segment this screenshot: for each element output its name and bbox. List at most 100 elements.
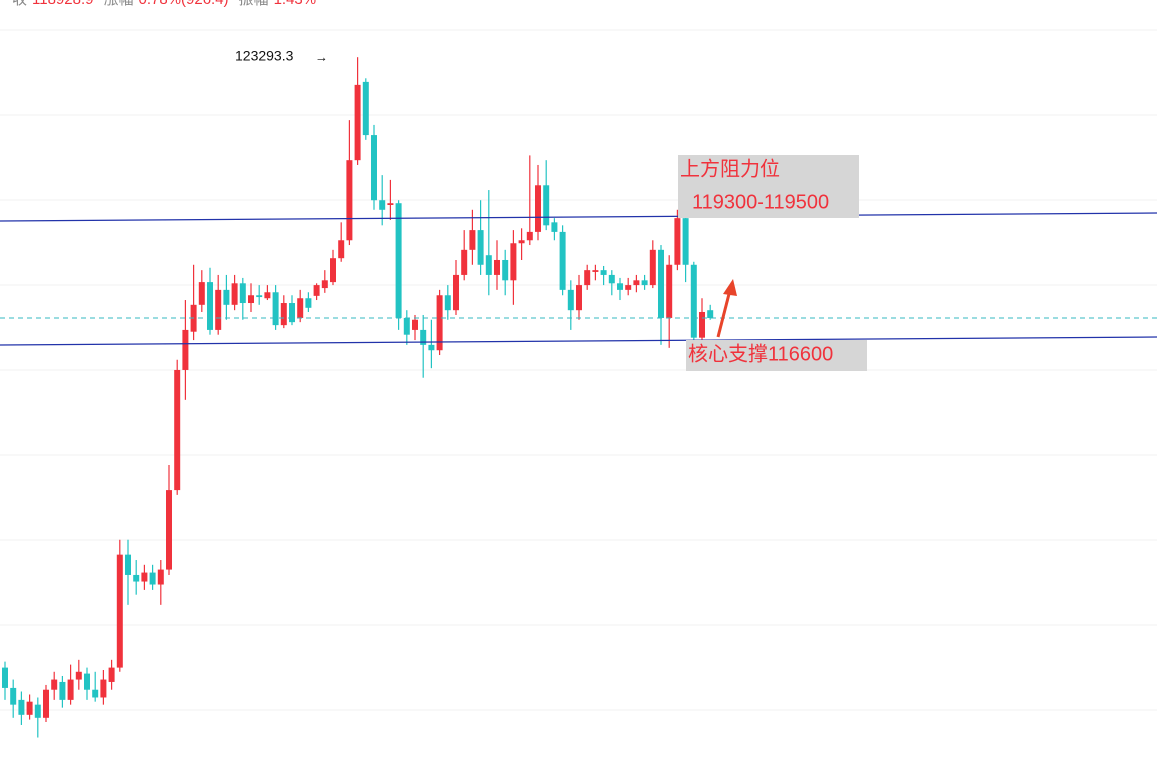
candle-body: [338, 240, 345, 259]
candle-body: [592, 270, 599, 272]
candle-body: [567, 289, 574, 311]
candle-body: [453, 274, 459, 311]
candle-body: [313, 285, 320, 296]
candle-body: [43, 689, 49, 718]
candle-body: [2, 667, 8, 688]
candle-body: [26, 701, 33, 715]
annotation: 核心支撑116600: [688, 342, 833, 365]
annotation: 上方阻力位: [680, 157, 780, 180]
candle-body: [649, 249, 656, 286]
candle-body: [239, 283, 246, 304]
candle-body: [510, 243, 517, 281]
candle-body: [182, 329, 189, 370]
candle-body: [477, 230, 484, 265]
candle-body: [346, 160, 353, 241]
candle-body: [157, 569, 164, 585]
candle-body: [100, 679, 107, 698]
candle-body: [469, 230, 476, 250]
candle-body: [116, 554, 123, 668]
candle-body: [51, 679, 58, 690]
candle-body: [125, 554, 131, 575]
candle-body: [297, 298, 304, 318]
stat-value: 1.43%: [274, 0, 317, 8]
annotation-box: [686, 340, 867, 371]
candle-body: [248, 295, 254, 304]
stat-label: 涨幅: [103, 0, 133, 8]
candle-body: [10, 687, 17, 705]
grid: [0, 29, 1157, 711]
candle-body: [215, 289, 222, 330]
candle-body: [280, 303, 287, 326]
candle-body: [633, 280, 640, 286]
candle-body: [543, 185, 550, 226]
candle-body: [674, 218, 681, 265]
candle-body: [428, 344, 435, 351]
candle-body: [666, 264, 673, 318]
candle-body: [584, 270, 591, 286]
candle-body: [272, 292, 279, 326]
candle-body: [59, 681, 66, 700]
candle-body: [403, 317, 410, 335]
candle-body: [641, 280, 648, 286]
candle-body: [305, 298, 312, 308]
candle-body: [379, 200, 386, 210]
candle-body: [576, 285, 582, 311]
candle-body: [362, 81, 369, 136]
candle-body: [92, 689, 99, 698]
header-text: 收 118928.9 涨幅 0.78%(926.4) 振幅 1.43%: [12, 0, 316, 8]
candle-body: [526, 231, 533, 241]
candle-body: [256, 295, 263, 298]
candle-body: [166, 490, 172, 570]
annotation-box: [678, 155, 859, 218]
candle-body: [707, 310, 714, 319]
candle-body: [264, 292, 271, 299]
candle-body: [141, 572, 148, 582]
candle-body: [682, 218, 689, 265]
candle-body: [371, 135, 377, 201]
candle-body: [608, 274, 615, 284]
candle-body: [34, 704, 41, 718]
candle-body: [559, 231, 566, 290]
candle-body: [321, 280, 328, 289]
candle-body: [149, 572, 156, 585]
candle-body: [231, 283, 238, 305]
candle-body: [625, 285, 632, 290]
candle-body: [330, 258, 336, 283]
candle-body: [551, 222, 558, 232]
header-stats: 收 118928.9 涨幅 0.78%(926.4) 振幅 1.43%: [12, 0, 316, 8]
candle-body: [658, 249, 664, 318]
candle-body: [494, 259, 500, 275]
support-line: [0, 336, 1157, 346]
arrow: [716, 279, 737, 338]
candle-body: [75, 671, 82, 680]
candle-body: [699, 311, 705, 338]
arrow-shaft: [716, 289, 732, 338]
candle-body: [67, 679, 74, 700]
candle-body: [198, 282, 205, 305]
candle-body: [387, 203, 394, 206]
candle-body: [223, 289, 230, 305]
candle-body: [535, 185, 541, 232]
candle-body: [436, 295, 443, 351]
candle-body: [617, 283, 623, 290]
candle-body: [502, 259, 509, 281]
candle-body: [174, 369, 181, 491]
stat-label: 振幅: [239, 0, 269, 8]
high-arrow: →: [315, 49, 328, 64]
candles: [0, 57, 1157, 738]
high-label: 123293.3: [235, 48, 294, 64]
candle-body: [461, 249, 468, 275]
candle-body: [18, 699, 25, 715]
candle-body: [420, 329, 427, 345]
candle-body: [485, 255, 492, 275]
annotation: 119300-119500: [692, 191, 829, 213]
candle-body: [600, 270, 607, 275]
candle-body: [518, 240, 525, 244]
candle-body: [108, 667, 115, 682]
stat-label: 收: [12, 0, 27, 8]
candle-body: [690, 264, 697, 338]
candle-body: [444, 295, 451, 311]
resistance-line: [0, 212, 1157, 222]
arrow-head: [723, 279, 737, 296]
